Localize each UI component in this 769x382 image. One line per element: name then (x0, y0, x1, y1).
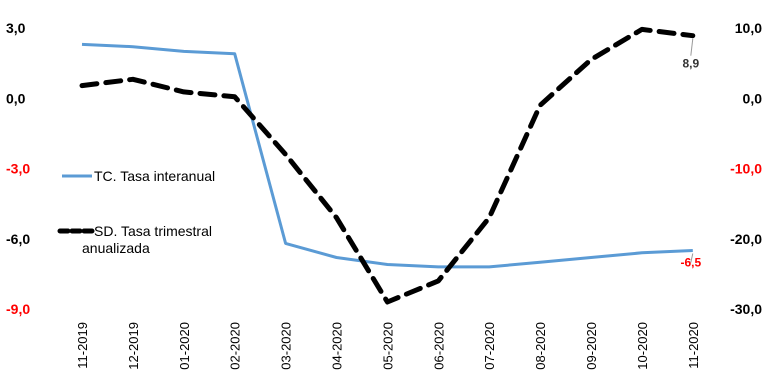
series-line-0 (81, 42, 693, 269)
left-axis-tick-label: -3,0 (6, 161, 30, 177)
x-axis-tick-label: 07-2020 (482, 322, 497, 370)
legend-label-1-line2: anualizada (82, 240, 150, 256)
legend-label-1: SD. Tasa trimestral (94, 223, 212, 239)
annotation-layer: 8,9 -6,5 (680, 38, 701, 269)
x-axis-tick-label: 10-2020 (635, 322, 650, 370)
x-axis-tick-label: 12-2019 (126, 322, 141, 370)
right-axis-tick-label: -20,0 (730, 231, 762, 247)
right-axis: 10,0 0,0 -10,0 -20,0 -30,0 (730, 20, 762, 317)
x-axis-tick-label: 09-2020 (584, 322, 599, 370)
legend-label-0: TC. Tasa interanual (94, 168, 215, 184)
x-axis-tick-label: 08-2020 (533, 322, 548, 370)
left-axis-tick-label: 3,0 (6, 20, 26, 36)
data-label-leader (690, 38, 694, 56)
legend: TC. Tasa interanual SD. Tasa trimestralan… (57, 168, 215, 256)
x-axis-tick-label: 06-2020 (431, 322, 446, 370)
left-axis-tick-label: -9,0 (6, 301, 30, 317)
series-layer (79, 26, 696, 305)
x-axis-tick-label: 11-2019 (75, 322, 90, 369)
x-axis: 11-2019 12-2019 01-2020 02-2020 03-2020 04-20… (75, 322, 701, 370)
x-axis-tick-label: 01-2020 (177, 322, 192, 370)
right-axis-tick-label: -30,0 (730, 301, 762, 317)
x-axis-tick-label: 03-2020 (279, 322, 294, 370)
right-axis-tick-label: -10,0 (730, 161, 762, 177)
x-axis-tick-label: 11-2020 (686, 322, 701, 369)
x-axis-tick-label: 04-2020 (330, 322, 345, 370)
x-axis-tick-label: 05-2020 (380, 322, 395, 370)
data-label-leader (690, 253, 694, 263)
series-line-1 (79, 26, 696, 305)
left-axis-tick-label: -6,0 (6, 231, 30, 247)
right-axis-tick-label: 0,0 (743, 90, 763, 106)
data-label: 8,9 (682, 57, 699, 71)
data-label: -6,5 (680, 255, 701, 269)
x-axis-tick-label: 02-2020 (228, 322, 243, 370)
left-axis-tick-label: 0,0 (6, 90, 26, 106)
right-axis-tick-label: 10,0 (735, 20, 762, 36)
left-axis: 3,0 0,0 -3,0 -6,0 -9,0 (6, 20, 30, 317)
